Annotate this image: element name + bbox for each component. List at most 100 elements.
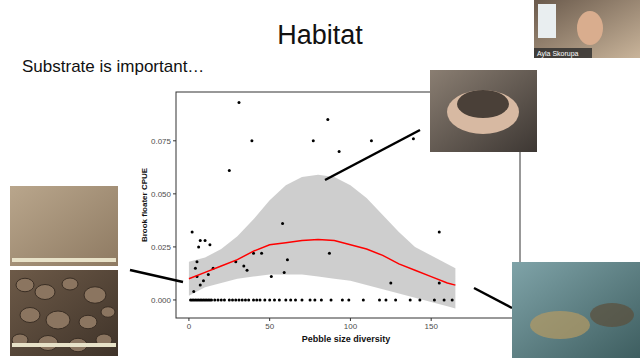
data-point [199, 284, 202, 287]
data-point [409, 298, 412, 301]
data-point [208, 243, 211, 246]
data-point [234, 298, 237, 301]
data-point [237, 298, 240, 301]
connector [130, 270, 183, 282]
data-point [273, 298, 276, 301]
x-tick-label: 50 [265, 322, 274, 331]
data-point [204, 239, 207, 242]
data-point [283, 271, 286, 274]
data-point [286, 258, 289, 261]
data-point [213, 298, 216, 301]
data-point [237, 101, 240, 104]
photo-pebbles [10, 270, 118, 356]
x-tick-label: 100 [344, 322, 358, 331]
data-point [231, 298, 234, 301]
data-point [241, 298, 244, 301]
data-point [197, 245, 200, 248]
data-point [228, 298, 231, 301]
x-tick [431, 318, 432, 321]
data-point [260, 252, 263, 255]
pebble [46, 311, 70, 329]
x-tick [350, 318, 351, 321]
data-point [418, 298, 421, 301]
webcam [534, 0, 640, 58]
data-point [309, 298, 312, 301]
pebble [101, 307, 115, 318]
data-point [228, 169, 231, 172]
data-point [191, 231, 194, 234]
photo-hands [430, 70, 537, 152]
window [538, 4, 556, 38]
data-point [338, 150, 341, 153]
pebble [79, 315, 97, 329]
y-tick-label: 0.000 [151, 296, 172, 305]
slide-subtitle: Substrate is important… [22, 57, 204, 76]
data-point [250, 139, 253, 142]
connector [325, 130, 420, 180]
data-point [300, 298, 303, 301]
data-point [341, 298, 344, 301]
data-point [192, 290, 195, 293]
data-point [347, 298, 350, 301]
data-point [312, 139, 315, 142]
rock [590, 303, 634, 327]
data-point [216, 298, 219, 301]
data-point [438, 281, 441, 284]
data-point [246, 269, 249, 272]
data-point [384, 298, 387, 301]
ruler [12, 258, 116, 262]
connector [474, 288, 512, 308]
data-point [268, 298, 271, 301]
photo-sand [10, 186, 118, 266]
data-point [320, 298, 323, 301]
data-point [210, 298, 213, 301]
data-point [281, 222, 284, 225]
data-point [370, 139, 373, 142]
y-tick [173, 193, 176, 194]
data-point [255, 298, 258, 301]
confidence-band [189, 175, 455, 309]
data-point [326, 118, 329, 121]
data-point [394, 298, 397, 301]
data-point [252, 298, 255, 301]
mussels [457, 90, 509, 118]
data-point [263, 298, 266, 301]
y-axis-title: Brook floater CPUE [140, 167, 149, 242]
pebble [35, 285, 55, 300]
data-point [433, 298, 436, 301]
data-point [443, 298, 446, 301]
pebble [84, 287, 106, 304]
background [0, 0, 640, 360]
plot-marks [189, 101, 455, 308]
data-point [270, 275, 273, 278]
slide-title: Habitat [277, 20, 363, 50]
data-point [451, 298, 454, 301]
data-point [220, 298, 223, 301]
slide: HabitatSubstrate is important…0501001500… [0, 0, 640, 360]
data-point [389, 281, 392, 284]
data-point [258, 298, 261, 301]
data-point [194, 267, 197, 270]
y-tick-label: 0.075 [151, 137, 172, 146]
y-tick [173, 299, 176, 300]
y-tick-label: 0.025 [151, 243, 172, 252]
data-point [284, 298, 287, 301]
data-point [242, 265, 245, 268]
data-point [289, 298, 292, 301]
y-tick [173, 246, 176, 247]
data-point [244, 298, 247, 301]
y-tick-label: 0.050 [151, 190, 172, 199]
data-point [223, 298, 226, 301]
data-point [207, 273, 210, 276]
photo-underwater [512, 262, 640, 358]
data-point [202, 279, 205, 282]
data-point [199, 239, 202, 242]
fit-line [189, 239, 455, 285]
pebble [16, 278, 34, 292]
x-tick-label: 0 [187, 322, 192, 331]
data-point [328, 252, 331, 255]
pebble [62, 278, 78, 290]
y-tick [173, 140, 176, 141]
hands [447, 90, 519, 134]
data-point [378, 298, 381, 301]
